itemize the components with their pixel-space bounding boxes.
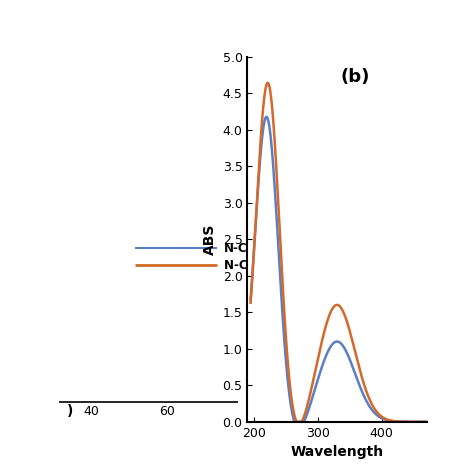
Text: N-CQD+ Fe3+: N-CQD+ Fe3+ [224, 258, 315, 272]
N-CQD+ Fe3+ [294, 419, 300, 425]
Line: N-CQD+ Fe3+: N-CQD+ Fe3+ [251, 83, 427, 422]
N-CQD+ Fe3+ [360, 379, 366, 384]
N-CQD+ Fe3+ [258, 127, 264, 132]
Text: ): ) [66, 404, 73, 418]
N-CQD [292, 419, 298, 425]
N-CQD+ Fe3+ [265, 80, 271, 86]
Y-axis label: ABS: ABS [203, 224, 217, 255]
N-CQD [360, 392, 366, 397]
Text: 40: 40 [83, 405, 100, 419]
X-axis label: Wavelength: Wavelength [291, 445, 383, 459]
N-CQD+ Fe3+ [248, 300, 254, 306]
Text: 60: 60 [159, 405, 175, 419]
N-CQD+ Fe3+ [400, 419, 405, 425]
N-CQD [350, 366, 356, 372]
N-CQD [264, 114, 269, 119]
N-CQD [355, 378, 361, 384]
N-CQD+ Fe3+ [355, 360, 361, 365]
N-CQD [424, 419, 429, 425]
N-CQD [258, 142, 264, 147]
Text: N-CQD: N-CQD [224, 242, 267, 255]
N-CQD+ Fe3+ [424, 419, 429, 425]
N-CQD+ Fe3+ [382, 416, 387, 421]
N-CQD+ Fe3+ [350, 341, 356, 347]
N-CQD [382, 417, 387, 422]
Text: (b): (b) [341, 68, 370, 86]
N-CQD [400, 419, 405, 425]
N-CQD [248, 297, 254, 302]
Line: N-CQD: N-CQD [251, 117, 427, 422]
